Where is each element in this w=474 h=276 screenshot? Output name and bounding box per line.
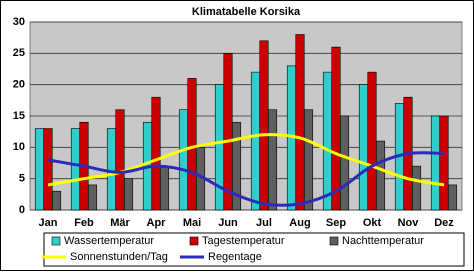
bar xyxy=(151,96,161,211)
bar xyxy=(214,84,225,211)
bar xyxy=(259,40,269,211)
y-tick-label: 5 xyxy=(19,173,25,185)
y-tick-label: 10 xyxy=(13,141,25,153)
legend-swatch xyxy=(329,236,339,246)
bar xyxy=(106,128,117,211)
x-tick-label: Aug xyxy=(289,217,310,229)
x-tick-label: Mai xyxy=(183,217,201,229)
x-tick-label: Dez xyxy=(434,217,454,229)
x-tick-label: Jun xyxy=(218,217,238,229)
bar xyxy=(123,178,134,211)
bar xyxy=(250,71,261,211)
bar xyxy=(430,115,441,211)
bar xyxy=(159,165,170,211)
bar xyxy=(331,46,341,211)
y-tick-label: 25 xyxy=(13,47,25,59)
bar xyxy=(115,109,125,211)
bar xyxy=(339,115,350,211)
bar xyxy=(34,128,45,211)
bar xyxy=(223,53,233,211)
line-series xyxy=(47,151,445,207)
chart-title: Klimatabelle Korsika xyxy=(192,6,301,18)
y-tick-label: 0 xyxy=(19,204,25,216)
legend-swatch xyxy=(189,236,199,246)
bar xyxy=(187,78,197,211)
x-tick-label: Feb xyxy=(74,217,94,229)
legend-swatch xyxy=(51,236,61,246)
bar xyxy=(295,34,305,211)
x-tick-label: Okt xyxy=(363,217,382,229)
x-tick-label: Sep xyxy=(326,217,346,229)
bar xyxy=(358,84,369,211)
x-tick-label: Nov xyxy=(398,217,420,229)
x-tick-label: Jul xyxy=(256,217,272,229)
y-tick-label: 15 xyxy=(13,110,25,122)
legend-label: Tagestemperatur xyxy=(202,235,285,247)
legend xyxy=(43,232,465,267)
bar xyxy=(447,184,458,211)
y-tick-label: 30 xyxy=(13,16,25,28)
bar xyxy=(267,109,278,211)
bar xyxy=(87,184,98,211)
bar xyxy=(411,165,422,211)
bar xyxy=(303,109,314,211)
legend-label: Regentage xyxy=(208,251,262,263)
bar xyxy=(51,190,62,211)
y-tick-label: 20 xyxy=(13,79,25,91)
bar xyxy=(375,140,386,211)
bar xyxy=(231,121,242,211)
bar xyxy=(439,115,449,211)
bar xyxy=(322,71,333,211)
x-tick-label: Apr xyxy=(147,217,167,229)
x-tick-label: Jan xyxy=(39,217,58,229)
bar xyxy=(367,71,377,211)
legend-label: Wassertemperatur xyxy=(64,235,154,247)
bar xyxy=(178,109,189,211)
bar xyxy=(70,128,81,211)
x-tick-label: Mär xyxy=(110,217,130,229)
legend-label: Sonnenstunden/Tag xyxy=(70,251,168,263)
legend-label: Nachttemperatur xyxy=(342,235,424,247)
bar xyxy=(43,128,53,211)
